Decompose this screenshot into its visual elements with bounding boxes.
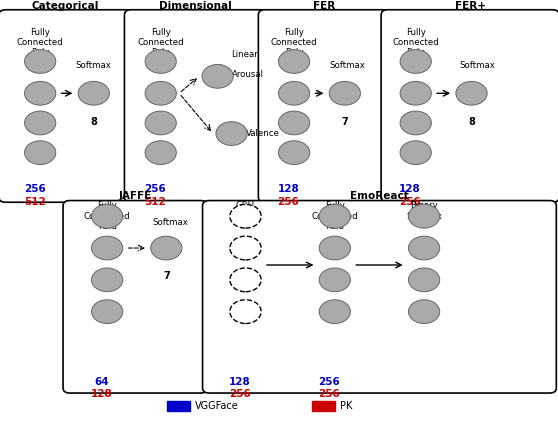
Circle shape (408, 204, 440, 228)
Circle shape (319, 204, 350, 228)
Circle shape (151, 236, 182, 260)
Text: Fully
Connected
Relu: Fully Connected Relu (311, 201, 358, 231)
FancyBboxPatch shape (381, 10, 558, 202)
Text: Valence: Valence (246, 129, 280, 138)
Bar (167, 401, 190, 411)
Text: 512: 512 (24, 197, 45, 207)
Circle shape (92, 236, 123, 260)
Circle shape (278, 141, 310, 165)
Circle shape (145, 111, 176, 135)
Circle shape (400, 111, 431, 135)
Circle shape (145, 81, 176, 105)
Circle shape (408, 236, 440, 260)
Text: Fully
Connected
Relu: Fully Connected Relu (271, 28, 318, 57)
Circle shape (278, 111, 310, 135)
Circle shape (145, 50, 176, 73)
Circle shape (400, 81, 431, 105)
Text: 256: 256 (24, 184, 45, 195)
Text: Fully
Connected
Relu: Fully Connected Relu (17, 28, 64, 57)
Text: Softmax: Softmax (152, 218, 188, 227)
Text: Fully
Connected
Relu: Fully Connected Relu (137, 28, 184, 57)
FancyBboxPatch shape (63, 201, 208, 393)
FancyBboxPatch shape (203, 201, 556, 393)
Circle shape (230, 268, 261, 292)
Text: VGGFace: VGGFace (195, 401, 239, 411)
Text: 128: 128 (91, 389, 112, 399)
Circle shape (92, 204, 123, 228)
Text: EmoReact: EmoReact (350, 191, 409, 201)
Circle shape (25, 50, 56, 73)
Circle shape (216, 122, 247, 145)
FancyBboxPatch shape (0, 10, 132, 202)
Circle shape (78, 81, 109, 105)
Text: 128: 128 (278, 184, 299, 195)
Text: 64: 64 (94, 377, 109, 387)
Text: 256: 256 (145, 184, 166, 195)
Circle shape (25, 111, 56, 135)
Circle shape (319, 236, 350, 260)
Text: 256: 256 (278, 197, 299, 207)
Text: 128: 128 (229, 377, 251, 387)
Text: 8: 8 (90, 117, 97, 127)
Text: AffectNet
Categorical: AffectNet Categorical (32, 0, 99, 11)
Circle shape (319, 300, 350, 324)
Text: Softmax: Softmax (330, 61, 365, 70)
Circle shape (400, 50, 431, 73)
Text: 256: 256 (319, 389, 340, 399)
Bar (312, 401, 335, 411)
Text: Linear: Linear (232, 50, 258, 59)
Text: 256: 256 (229, 389, 251, 399)
Circle shape (145, 141, 176, 165)
Circle shape (278, 50, 310, 73)
Circle shape (319, 268, 350, 292)
Circle shape (202, 64, 233, 88)
Text: 8: 8 (468, 117, 475, 127)
Circle shape (92, 300, 123, 324)
Text: AffectNet
Dimensional: AffectNet Dimensional (159, 0, 232, 11)
Text: 256: 256 (319, 377, 340, 387)
Circle shape (230, 204, 261, 228)
Circle shape (230, 236, 261, 260)
Circle shape (92, 268, 123, 292)
Text: 128: 128 (400, 184, 421, 195)
Text: JAFFE: JAFFE (119, 191, 152, 201)
Circle shape (408, 300, 440, 324)
Circle shape (278, 81, 310, 105)
Circle shape (329, 81, 360, 105)
Circle shape (25, 81, 56, 105)
Text: 512: 512 (145, 197, 166, 207)
Text: 7: 7 (341, 117, 348, 127)
FancyBboxPatch shape (124, 10, 266, 202)
Text: Softmax: Softmax (459, 61, 495, 70)
FancyBboxPatch shape (258, 10, 389, 202)
Text: Fully
Connected
Relu: Fully Connected Relu (392, 28, 439, 57)
Text: 7: 7 (163, 271, 170, 282)
Circle shape (456, 81, 487, 105)
Circle shape (230, 300, 261, 324)
Text: PK: PK (340, 401, 353, 411)
Text: Binary
Softmax: Binary Softmax (406, 201, 442, 221)
Text: 256: 256 (400, 197, 421, 207)
Text: FER: FER (312, 0, 335, 11)
Circle shape (408, 268, 440, 292)
Text: Arousal: Arousal (232, 70, 263, 79)
Text: FER+: FER+ (455, 0, 485, 11)
Text: Softmax: Softmax (76, 61, 112, 70)
Text: Fully
Connected
Relu: Fully Connected Relu (84, 201, 131, 231)
Text: GRU
Relu: GRU Relu (236, 201, 255, 221)
Circle shape (400, 141, 431, 165)
Circle shape (25, 141, 56, 165)
